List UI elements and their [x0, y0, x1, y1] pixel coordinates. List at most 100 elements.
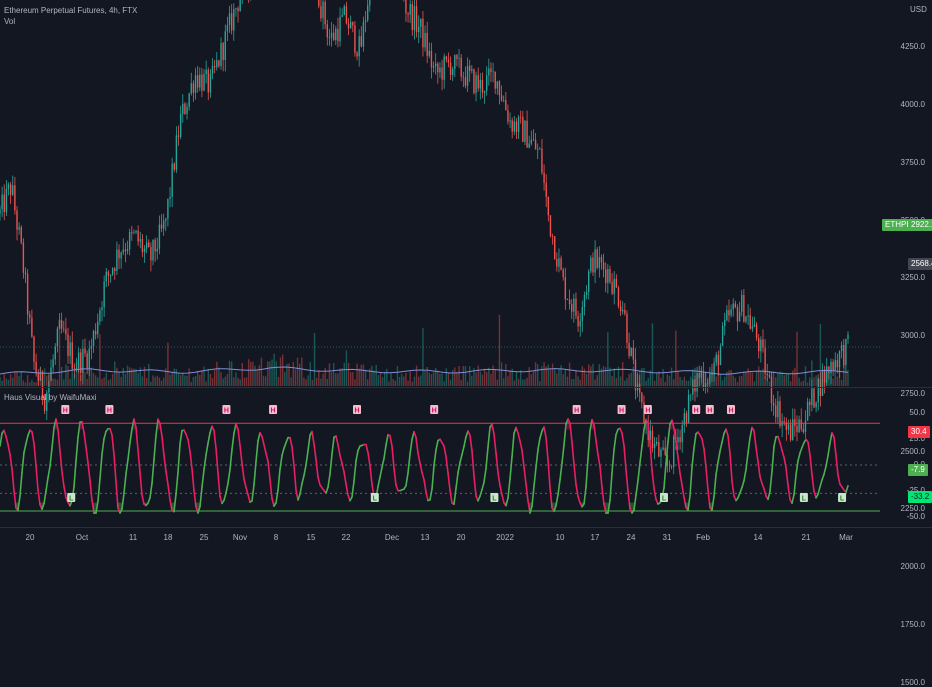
candle-body: [743, 295, 744, 322]
volume-bar: [805, 366, 806, 386]
oscillator-segment: [704, 449, 706, 467]
volume-bar: [815, 375, 816, 386]
oscillator-segment: [332, 437, 334, 454]
time-axis-tick: Feb: [696, 533, 710, 542]
oscillator-segment: [562, 445, 564, 463]
candle-body: [788, 424, 789, 429]
oscillator-segment: [130, 429, 132, 443]
candle-body: [805, 421, 806, 432]
volume-bar: [203, 367, 204, 386]
candle-body: [57, 329, 58, 347]
oscillator-segment: [6, 436, 8, 444]
volume-bar: [603, 366, 604, 386]
oscillator-segment: [110, 429, 112, 435]
volume-bar: [171, 371, 172, 386]
oscillator-segment: [100, 454, 102, 478]
volume-bar: [586, 374, 587, 386]
oscillator-segment: [24, 444, 26, 453]
oscillator-segment: [256, 441, 258, 462]
high-marker-label: H: [271, 408, 276, 415]
volume-bar: [348, 363, 349, 386]
candle-body: [208, 70, 209, 93]
high-marker-label: H: [432, 408, 437, 415]
volume-bar: [475, 372, 476, 386]
candle-body: [210, 74, 211, 93]
volume-bar: [375, 365, 376, 386]
volume-bar: [6, 379, 7, 386]
volume-bar: [781, 372, 782, 386]
volume-bar: [669, 376, 670, 386]
volume-bar: [0, 377, 1, 386]
candle-body: [656, 442, 657, 444]
candle-body: [412, 4, 413, 30]
volume-bar: [465, 366, 466, 386]
candle-body: [165, 219, 166, 221]
candle-body: [737, 307, 738, 321]
oscillator-segment: [480, 490, 482, 497]
high-marker-label: H: [63, 408, 68, 415]
oscillator-segment: [202, 470, 204, 487]
volume-bar: [193, 377, 194, 386]
candle-body: [61, 320, 62, 329]
volume-bar: [592, 364, 593, 386]
volume-bar: [242, 363, 243, 386]
candle-body: [803, 429, 804, 432]
time-axis-tick: 20: [26, 533, 35, 542]
oscillator-segment: [60, 451, 62, 472]
oscillator-segment: [742, 481, 744, 488]
candle-body: [490, 68, 491, 71]
volume-bar: [792, 370, 793, 386]
candle-body: [471, 69, 472, 70]
candle-body: [435, 64, 436, 67]
candle-body: [431, 51, 432, 68]
candle-body: [214, 66, 215, 67]
candle-body: [567, 299, 568, 300]
volume-bar: [737, 382, 738, 386]
candle-body: [367, 5, 368, 20]
volume-bar: [373, 371, 374, 386]
last-price-badge: 2922.1: [908, 219, 932, 231]
volume-bar: [14, 372, 15, 386]
oscillator-segment: [102, 439, 104, 455]
candle-body: [21, 227, 22, 242]
volume-bar: [191, 382, 192, 386]
oscillator-segment: [548, 460, 550, 488]
low-marker-label: L: [69, 496, 74, 503]
volume-bar: [263, 376, 264, 386]
volume-bar: [322, 374, 323, 386]
candle-body: [465, 77, 466, 85]
oscillator-segment: [218, 473, 220, 496]
candle-body: [114, 268, 115, 271]
candle-body: [1, 195, 2, 210]
oscillator-segment: [4, 430, 6, 436]
volume-bar: [718, 365, 719, 386]
candle-body: [335, 29, 336, 40]
volume-bar: [380, 373, 381, 386]
candle-body: [750, 315, 751, 328]
candle-body: [752, 326, 753, 328]
oscillator-segment: [436, 441, 438, 450]
candle-body: [69, 342, 70, 356]
candle-body: [146, 242, 147, 248]
candle-body: [767, 374, 768, 375]
volume-bar: [594, 380, 595, 386]
pane-separator[interactable]: [0, 387, 932, 388]
candle-body: [531, 140, 532, 144]
candle-body: [473, 69, 474, 93]
volume-bar: [784, 375, 785, 386]
volume-bar: [745, 372, 746, 386]
candle-body: [363, 22, 364, 47]
volume-bar: [301, 358, 302, 386]
oscillator-segment: [612, 450, 614, 473]
candle-body: [352, 22, 353, 25]
volume-bar: [497, 380, 498, 386]
volume-bar: [671, 368, 672, 386]
candle-body: [163, 221, 164, 229]
oscillator-segment: [104, 431, 106, 438]
volume-bar: [801, 382, 802, 386]
candle-body: [728, 310, 729, 315]
volume-bar: [346, 350, 347, 386]
candle-body: [543, 173, 544, 183]
volume-bar: [135, 369, 136, 386]
